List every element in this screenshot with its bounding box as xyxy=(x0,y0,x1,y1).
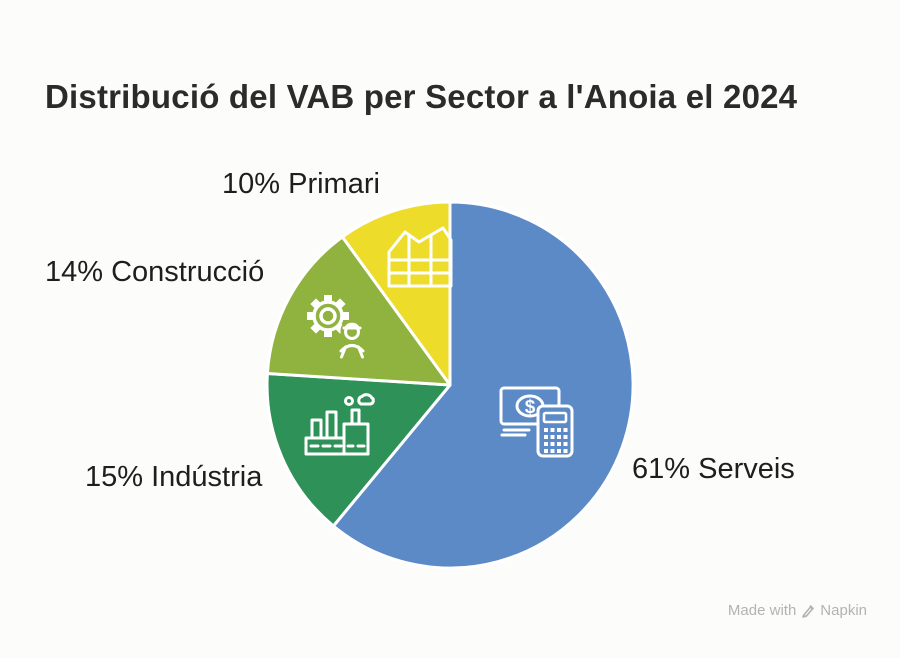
money-calculator-icon: $ xyxy=(499,386,574,458)
slice-label-construccio: 14% Construcció xyxy=(45,256,265,288)
greenhouse-icon xyxy=(387,226,453,288)
chart-title: Distribució del VAB per Sector a l'Anoia… xyxy=(45,78,798,115)
pie-slice-construccio xyxy=(265,235,452,387)
pie-slice-primari xyxy=(340,200,452,387)
watermark-brand: Napkin xyxy=(820,602,867,619)
calculator-keys xyxy=(544,428,568,453)
factory-icon xyxy=(304,393,375,456)
gear-worker-icon xyxy=(307,295,368,359)
pie-slice-serveis xyxy=(331,200,635,570)
watermark-prefix: Made with xyxy=(727,602,797,619)
slice-label-primari: 10% Primari xyxy=(222,168,380,200)
slice-label-industria: 15% Indústria xyxy=(85,461,263,493)
napkin-logo-icon xyxy=(802,604,815,618)
svg-text:$: $ xyxy=(525,397,536,418)
slice-label-serveis: 61% Serveis xyxy=(632,453,795,485)
watermark: Made with Napkin xyxy=(728,603,867,618)
